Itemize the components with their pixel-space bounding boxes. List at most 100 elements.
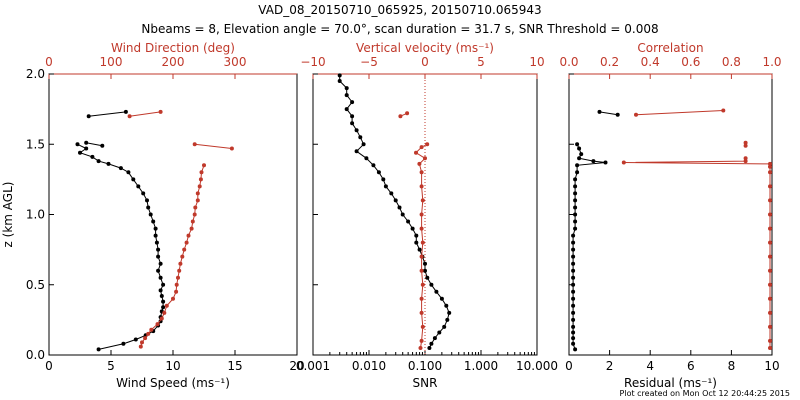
data-point [573,191,578,196]
series-line [635,110,724,116]
data-point [768,164,772,169]
y-tick-label: 2.0 [26,67,45,81]
data-point [354,149,359,154]
panel-3: 0 2 4 6 8 10 Residual (ms⁻¹) 0.0 0.2 0.4 0.6 0.8 1.0… [559,41,781,390]
data-point [383,184,388,189]
bottom-tick-label: 10 [764,359,779,373]
data-point [182,247,187,252]
data-point [419,338,424,343]
data-point [177,268,182,273]
data-point [414,150,418,155]
top-tick-label: 0.6 [681,55,700,69]
data-point [743,140,748,145]
bottom-tick-label: 4 [646,359,654,373]
data-point [145,198,149,203]
data-point [768,310,772,315]
top-tick-label: −10 [300,55,325,69]
series-line [129,111,161,117]
data-point [186,233,191,238]
data-point [571,303,576,308]
data-point [176,275,180,280]
series-red-top [127,109,234,349]
data-point [140,340,144,345]
y-tick-label: 0.5 [26,278,45,292]
data-point [158,275,163,280]
data-point [425,142,430,147]
data-point [350,121,355,126]
data-point [721,108,726,113]
bottom-tick-label: 15 [227,359,242,373]
data-point [615,112,620,117]
data-point [361,142,366,147]
series-line [623,158,771,165]
top-axis-label: Vertical velocity (ms⁻¹) [356,41,494,55]
panel-2: 0.001 0.010 0.100 1.000 10.000 SNR −10 −5 0 5 10 Ve… [296,41,558,390]
data-point [420,240,425,245]
data-point [389,191,394,196]
data-point [121,341,126,346]
bottom-tick-label: 1.000 [464,359,498,373]
data-point [417,247,422,252]
data-point [768,282,772,287]
data-point [418,346,423,350]
data-point [419,226,424,231]
data-point [768,324,772,329]
top-axis-label: Correlation [637,41,703,55]
data-point [423,156,427,161]
data-point [410,226,415,231]
data-point [158,261,163,266]
panel-frame [568,73,773,356]
series-line [88,111,126,117]
y-axis-label: z (km AGL) [1,182,15,248]
data-point [420,324,425,329]
data-point [158,109,163,114]
data-point [153,226,158,231]
data-point [184,240,189,245]
series-black-bottom [75,109,166,352]
data-point [106,161,111,166]
data-point [427,346,432,350]
data-point [151,219,156,224]
data-point [131,177,136,182]
data-point [579,152,584,157]
series-line [572,144,606,350]
series-black-bottom [337,73,452,350]
data-point [419,310,424,315]
series-line [339,75,450,349]
data-point [148,212,153,217]
data-point [192,212,197,217]
data-point [419,184,424,189]
data-point [127,114,132,119]
data-point [354,128,359,133]
data-point [573,184,578,189]
data-point [156,254,161,259]
data-point [197,184,202,189]
top-tick-label: 1.0 [762,55,781,69]
data-point [423,261,427,266]
data-point [78,150,82,155]
data-point [180,254,185,259]
data-point [159,294,164,298]
data-point [155,322,160,327]
data-point [371,163,376,168]
bottom-tick-label: 0.100 [408,359,442,373]
data-point [195,191,200,196]
data-point [634,112,638,117]
data-point [350,114,355,119]
data-point [429,341,434,346]
data-point [337,79,342,83]
series-line [194,143,232,149]
data-point [154,240,159,245]
data-point [575,170,580,175]
data-point [571,275,576,280]
data-point [376,170,381,175]
panel-frame [48,73,298,356]
data-point [153,233,158,238]
data-point [133,337,138,342]
figure-title-line-2: Nbeams = 8, Elevation angle = 70.0°, sca… [141,22,658,36]
data-point [575,163,580,168]
top-tick-label: 0.8 [722,55,741,69]
top-tick-label: 0.2 [600,55,619,69]
